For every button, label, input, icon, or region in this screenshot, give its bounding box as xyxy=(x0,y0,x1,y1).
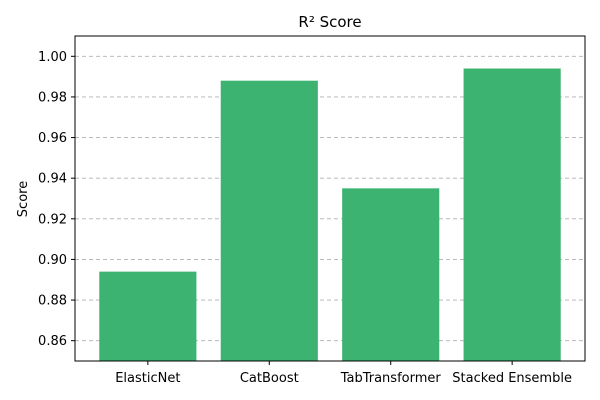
y-axis-label: Score xyxy=(16,181,31,217)
y-tick-label: 0.88 xyxy=(38,294,67,309)
bar-tabtransformer xyxy=(342,188,440,361)
y-tick-label: 0.90 xyxy=(38,253,67,268)
bar-layer xyxy=(99,68,561,361)
y-tick-label: 0.86 xyxy=(38,334,67,349)
y-tick-label: 0.94 xyxy=(38,172,67,187)
axis-layer: 0.86 0.88 0.90 0.92 0.94 0.96 0.98 1.00 ElasticN… xyxy=(38,50,572,386)
x-tick-label: TabTransformer xyxy=(340,371,442,386)
y-tick-label: 0.96 xyxy=(38,131,67,146)
bar-stacked-ensemble xyxy=(463,68,561,361)
y-tick-label: 0.98 xyxy=(38,90,67,105)
bar-elasticnet xyxy=(99,271,197,361)
chart-title: R² Score xyxy=(298,13,361,31)
x-tick-label: Stacked Ensemble xyxy=(452,371,572,386)
plot-frame xyxy=(74,35,586,362)
x-tick-label: ElasticNet xyxy=(115,371,180,386)
x-tick-label: CatBoost xyxy=(240,371,299,386)
bar-catboost xyxy=(220,80,318,361)
y-tick-label: 1.00 xyxy=(38,50,67,65)
y-tick-label: 0.92 xyxy=(38,212,67,227)
